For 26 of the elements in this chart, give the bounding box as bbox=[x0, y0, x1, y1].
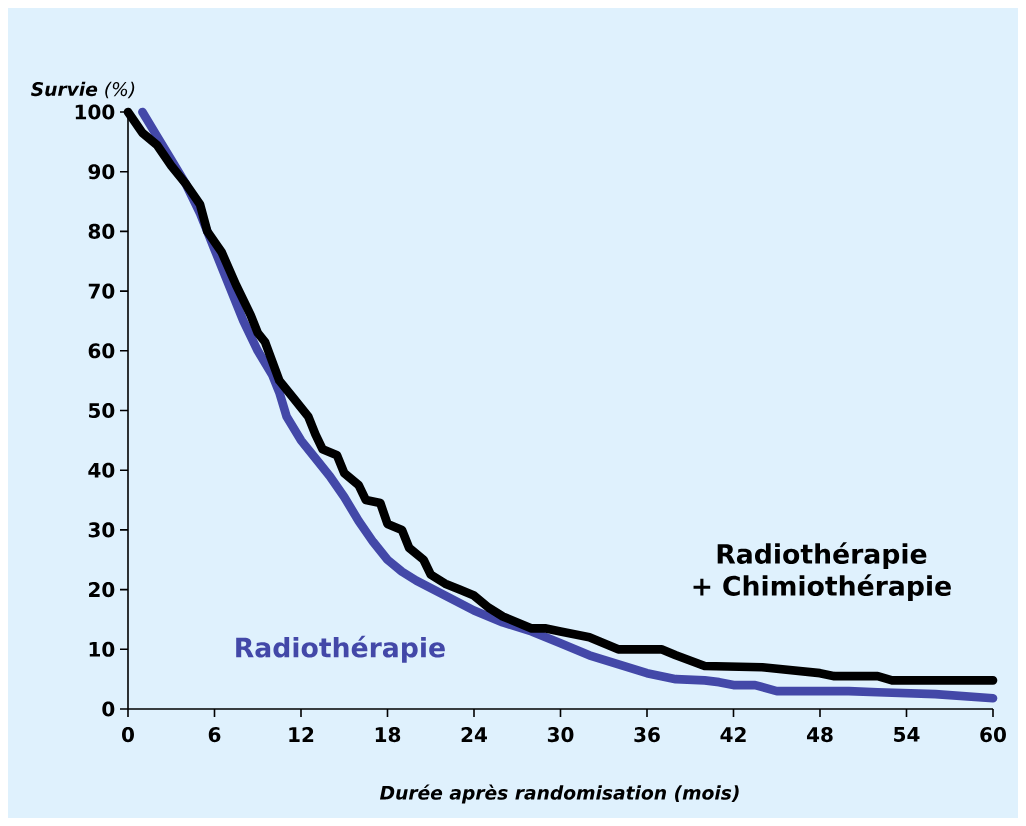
x-tick-label: 24 bbox=[461, 727, 487, 742]
x-tick-label: 36 bbox=[634, 727, 660, 743]
y-tick-label: 60 bbox=[88, 343, 115, 359]
x-tick-label: 0 bbox=[122, 727, 134, 743]
y-axis-title: Survie (%) bbox=[31, 81, 135, 99]
y-tick-label: 10 bbox=[89, 641, 115, 657]
x-tick-label: 54 bbox=[894, 727, 920, 742]
x-axis-title: Durée après randomisation (mois) bbox=[379, 784, 739, 804]
x-tick-label: 60 bbox=[980, 727, 1006, 743]
x-tick-label: 30 bbox=[547, 727, 574, 743]
text: Radiothérapie + Chimiothérapie bbox=[693, 542, 951, 602]
x-tick-label: 48 bbox=[806, 727, 833, 743]
x-tick-label: 6 bbox=[208, 727, 221, 743]
y-tick-label: 30 bbox=[88, 522, 115, 538]
y-tick-label: 70 bbox=[88, 283, 115, 299]
x-tick-label: 12 bbox=[289, 727, 314, 742]
x-tick-label: 18 bbox=[375, 727, 401, 743]
y-tick-label: 50 bbox=[89, 402, 115, 419]
y-tick-label: 20 bbox=[89, 582, 115, 598]
x-tick-label: 42 bbox=[720, 727, 746, 742]
y-tick-label: 80 bbox=[88, 223, 115, 239]
y-tick-label: 90 bbox=[88, 164, 115, 180]
y-tick-label: 40 bbox=[88, 462, 115, 478]
y-tick-label: 100 bbox=[75, 104, 115, 120]
series-label: Radiothérapie bbox=[236, 635, 445, 663]
y-tick-label: 0 bbox=[102, 701, 115, 717]
